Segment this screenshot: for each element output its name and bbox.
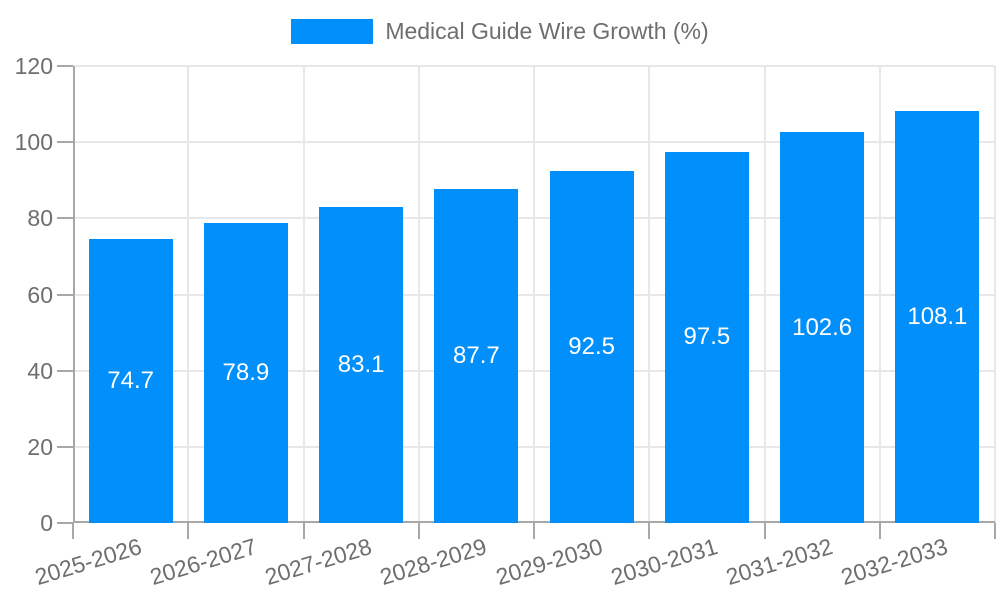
bar: 74.7 <box>88 238 173 523</box>
gridline-vertical <box>417 66 420 523</box>
x-tick-mark <box>533 523 535 539</box>
gridline-vertical <box>648 66 651 523</box>
x-axis-tick-label: 2030-2031 <box>607 533 721 591</box>
bar-value-label: 74.7 <box>107 366 154 394</box>
bar: 108.1 <box>895 111 980 523</box>
bar-value-label: 108.1 <box>907 303 968 331</box>
x-tick-mark <box>648 523 651 539</box>
bar: 83.1 <box>319 206 404 523</box>
y-axis-tick-label: 120 <box>14 53 53 79</box>
y-tick-mark <box>57 522 73 524</box>
bar: 92.5 <box>549 170 634 523</box>
x-axis-tick-label: 2032-2033 <box>838 533 951 591</box>
x-axis-tick-label: 2026-2027 <box>146 533 260 591</box>
x-tick-mark <box>72 523 74 539</box>
bar-value-label: 78.9 <box>222 358 270 386</box>
y-tick-mark <box>57 141 73 144</box>
bar: 87.7 <box>434 189 519 523</box>
y-axis-tick-label: 40 <box>27 357 53 384</box>
legend-label: Medical Guide Wire Growth (%) <box>385 18 709 44</box>
gridline-vertical <box>994 66 996 523</box>
gridline-vertical <box>187 66 190 523</box>
gridline-vertical <box>302 66 305 523</box>
axes-frame <box>73 66 995 523</box>
x-axis-tick-label: 2029-2030 <box>492 533 606 591</box>
x-tick-mark <box>763 523 766 539</box>
bar-value-label: 97.5 <box>683 323 731 351</box>
bar-value-label: 87.7 <box>453 341 500 369</box>
x-tick-mark <box>417 523 420 539</box>
bar-value-label: 92.5 <box>568 332 615 360</box>
x-axis-tick-label: 2025-2026 <box>31 533 145 591</box>
y-axis-tick-label: 0 <box>40 510 53 536</box>
bar-value-label: 102.6 <box>792 313 853 341</box>
bar-value-label: 83.1 <box>337 350 385 378</box>
y-tick-mark <box>57 293 73 296</box>
y-axis-tick-label: 80 <box>27 205 53 232</box>
x-tick-mark <box>994 523 996 539</box>
gridline-vertical <box>533 66 535 523</box>
legend[interactable]: Medical Guide Wire Growth (%) <box>0 16 1000 46</box>
gridline-vertical <box>878 66 881 523</box>
bar: 97.5 <box>664 151 749 523</box>
y-axis-tick-label: 20 <box>27 433 53 460</box>
bar: 102.6 <box>780 132 865 523</box>
x-tick-mark <box>302 523 305 539</box>
y-tick-mark <box>57 65 73 67</box>
x-axis-tick-label: 2031-2032 <box>722 533 836 591</box>
legend-swatch <box>291 18 374 44</box>
gridline-vertical <box>763 66 766 523</box>
y-tick-mark <box>57 369 73 372</box>
x-axis-tick-label: 2027-2028 <box>261 533 375 591</box>
x-axis-tick-label: 2028-2029 <box>377 533 490 591</box>
x-tick-mark <box>878 523 881 539</box>
y-tick-mark <box>57 217 73 220</box>
x-tick-mark <box>187 523 190 539</box>
y-axis-tick-label: 100 <box>14 129 53 156</box>
bar: 78.9 <box>203 222 288 523</box>
y-axis-tick-label: 60 <box>27 281 53 308</box>
y-tick-mark <box>57 445 73 448</box>
